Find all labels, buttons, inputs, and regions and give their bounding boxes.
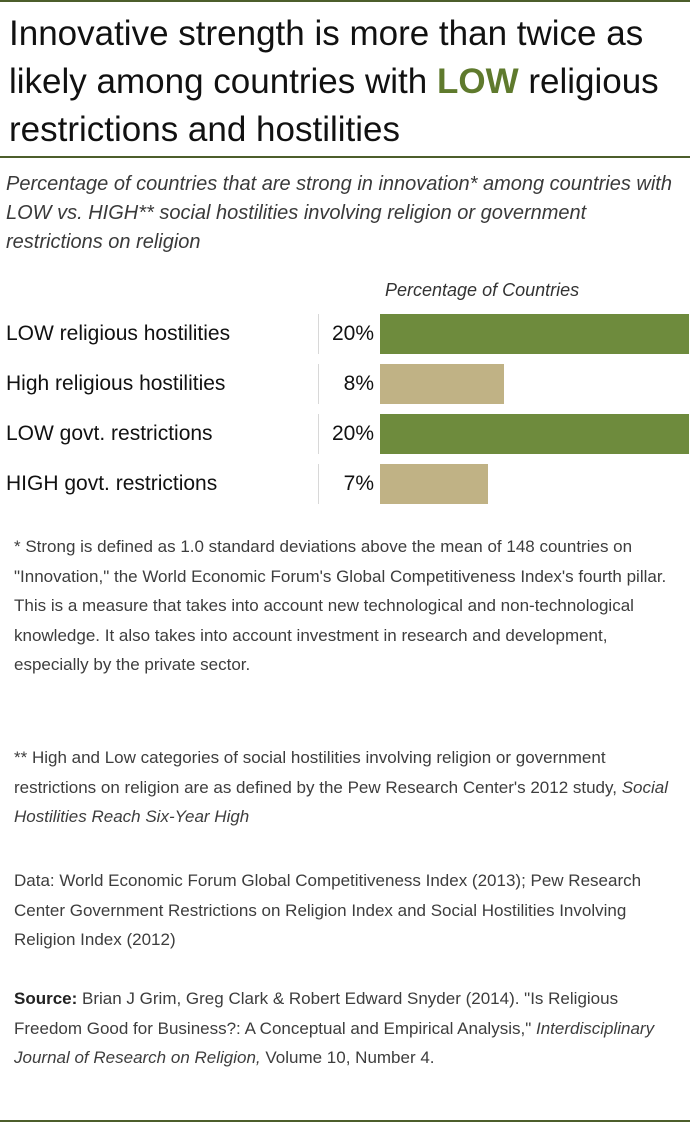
- footnote-strong: * Strong is defined as 1.0 standard devi…: [14, 537, 667, 674]
- chart-subtitle: Percentage of countries that are strong …: [6, 173, 672, 253]
- source-text: Brian J Grim, Greg Clark & Robert Edward…: [14, 989, 619, 1038]
- row-separator: [318, 364, 319, 404]
- bottom-rule: [0, 1120, 690, 1122]
- row-separator: [318, 464, 319, 504]
- footnote-study-title: Social Hostilities Reach Six-Year High: [14, 777, 669, 827]
- category-label: LOW govt. restrictions: [6, 422, 213, 445]
- footnote-categories: ** High and Low categories of social hos…: [14, 743, 678, 832]
- footnote-categories-text: ** High and Low categories of social hos…: [14, 748, 622, 797]
- source-volume: Volume 10, Number 4.: [260, 1048, 435, 1067]
- data-note: Data: World Economic Forum Global Compet…: [14, 871, 642, 949]
- chart-title: Innovative strength is more than twice a…: [9, 10, 679, 154]
- title-text: Innovative strength is more than twice a…: [9, 14, 644, 101]
- row-separator: [318, 314, 319, 354]
- title-rule: [0, 156, 690, 158]
- bar: [380, 414, 689, 454]
- bar-value-label: 20%: [331, 322, 374, 345]
- source-label: Source:: [14, 989, 78, 1008]
- category-label: HIGH govt. restrictions: [6, 472, 218, 495]
- bar: [380, 314, 689, 354]
- title-text-end: religious restrictions and hostilities: [9, 62, 659, 149]
- bar-value-label: 8%: [343, 372, 374, 395]
- top-rule: [0, 0, 690, 2]
- category-label: High religious hostilities: [6, 372, 226, 395]
- axis-title: Percentage of Countries: [385, 280, 580, 300]
- category-label: LOW religious hostilities: [6, 322, 231, 345]
- bar-value-label: 20%: [331, 422, 374, 445]
- row-separator: [318, 414, 319, 454]
- bar-value-label: 7%: [343, 472, 374, 495]
- bar: [380, 364, 504, 404]
- source-journal: Interdisciplinary Journal of Research on…: [14, 1018, 655, 1068]
- bar: [380, 464, 488, 504]
- source-note: Source: Brian J Grim, Greg Clark & Rober…: [14, 984, 678, 1073]
- title-highlight: LOW: [436, 62, 519, 101]
